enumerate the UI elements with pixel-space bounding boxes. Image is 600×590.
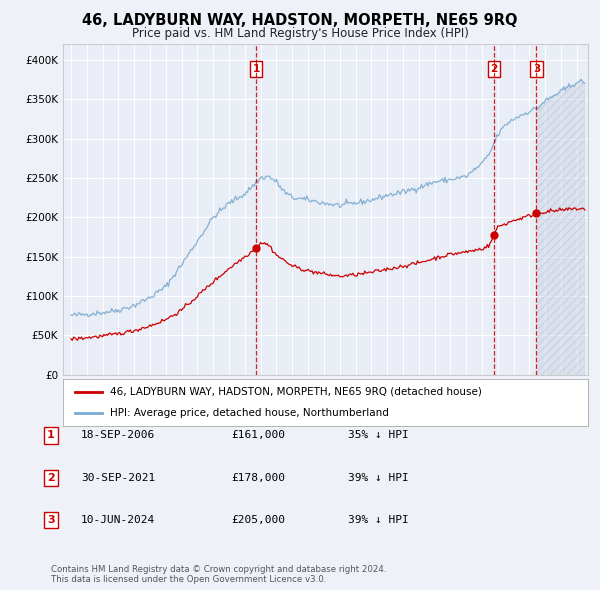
Text: 46, LADYBURN WAY, HADSTON, MORPETH, NE65 9RQ (detached house): 46, LADYBURN WAY, HADSTON, MORPETH, NE65… <box>110 386 482 396</box>
Text: 3: 3 <box>47 516 55 525</box>
Text: £205,000: £205,000 <box>231 516 285 525</box>
Text: 18-SEP-2006: 18-SEP-2006 <box>81 431 155 440</box>
Text: 30-SEP-2021: 30-SEP-2021 <box>81 473 155 483</box>
Text: 39% ↓ HPI: 39% ↓ HPI <box>348 516 409 525</box>
Text: 3: 3 <box>533 64 540 74</box>
Text: 2: 2 <box>47 473 55 483</box>
Text: 10-JUN-2024: 10-JUN-2024 <box>81 516 155 525</box>
Text: £178,000: £178,000 <box>231 473 285 483</box>
Text: 2: 2 <box>490 64 497 74</box>
Text: 1: 1 <box>47 431 55 440</box>
Text: £161,000: £161,000 <box>231 431 285 440</box>
Text: 1: 1 <box>253 64 260 74</box>
Text: 39% ↓ HPI: 39% ↓ HPI <box>348 473 409 483</box>
Text: 46, LADYBURN WAY, HADSTON, MORPETH, NE65 9RQ: 46, LADYBURN WAY, HADSTON, MORPETH, NE65… <box>82 13 518 28</box>
Text: HPI: Average price, detached house, Northumberland: HPI: Average price, detached house, Nort… <box>110 408 389 418</box>
Text: Contains HM Land Registry data © Crown copyright and database right 2024.
This d: Contains HM Land Registry data © Crown c… <box>51 565 386 584</box>
Text: 35% ↓ HPI: 35% ↓ HPI <box>348 431 409 440</box>
Text: Price paid vs. HM Land Registry's House Price Index (HPI): Price paid vs. HM Land Registry's House … <box>131 27 469 40</box>
